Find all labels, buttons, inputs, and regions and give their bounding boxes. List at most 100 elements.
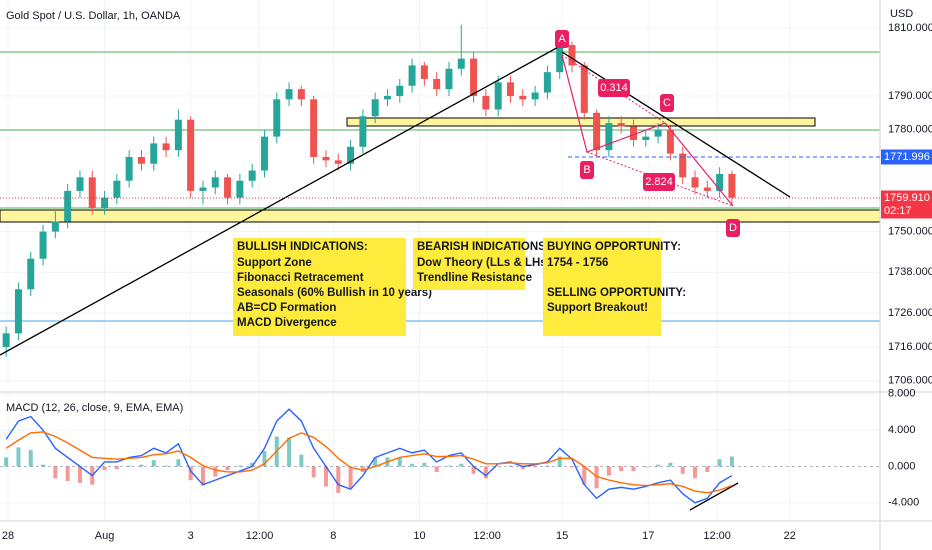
candle-body xyxy=(580,65,588,113)
macd-histogram-bar xyxy=(471,466,476,474)
macd-histogram-bar xyxy=(28,450,33,467)
candle-body xyxy=(310,99,318,157)
ratio-box xyxy=(598,79,630,97)
macd-histogram-bar xyxy=(114,466,119,470)
candle-body xyxy=(543,72,551,93)
candle-body xyxy=(679,153,687,178)
macd-histogram-bar xyxy=(619,466,624,472)
y-tick-label: 1738.000 xyxy=(888,266,932,278)
currency: USD xyxy=(890,8,913,20)
candle-body xyxy=(162,143,170,151)
candle-body xyxy=(371,99,379,117)
candle-body xyxy=(629,126,637,141)
note-line: AB=CD Formation xyxy=(237,302,336,314)
macd-histogram-bar xyxy=(237,465,242,467)
macd-histogram-bar xyxy=(422,462,427,467)
macd-histogram-bar xyxy=(692,466,697,479)
x-tick-label: 8 xyxy=(330,530,336,542)
macd-histogram-bar xyxy=(668,462,673,467)
candle-body xyxy=(64,190,72,222)
chart-title: Gold Spot / U.S. Dollar, 1h, OANDA xyxy=(6,10,181,22)
candle-body xyxy=(260,136,268,171)
pattern-label: C xyxy=(663,97,671,109)
macd-tick-label: 8.000 xyxy=(888,388,916,400)
macd-tick-label: 0.000 xyxy=(888,460,916,472)
macd-histogram-bar xyxy=(569,466,574,468)
macd-histogram-bar xyxy=(53,466,58,479)
resistance-zone xyxy=(346,117,816,127)
macd-histogram-bar xyxy=(127,465,132,467)
x-tick-label: 28 xyxy=(2,530,14,542)
countdown: 02:17 xyxy=(884,205,912,217)
macd-histogram-bar xyxy=(631,466,636,472)
candle-body xyxy=(531,92,539,100)
y-tick-label: 1726.000 xyxy=(888,307,932,319)
x-tick-label: 15 xyxy=(556,530,568,542)
x-tick-label: 12:00 xyxy=(246,530,274,542)
price-label-box xyxy=(881,190,932,219)
macd-histogram-bar xyxy=(533,466,538,468)
signal-line xyxy=(5,431,733,494)
candle-body xyxy=(359,116,367,147)
candle-body xyxy=(568,45,576,66)
macd-histogram-bar xyxy=(151,460,156,467)
y-tick-label: 1706.000 xyxy=(888,375,932,387)
candle-body xyxy=(691,177,699,188)
note-line: SELLING OPPORTUNITY: xyxy=(547,287,686,299)
candle-body xyxy=(396,85,404,96)
y-tick-label: 1750.000 xyxy=(888,226,932,238)
note-title: BUYING OPPORTUNITY: xyxy=(547,241,681,253)
candle-body xyxy=(666,129,674,154)
macd-histogram-bar xyxy=(483,466,488,479)
macd-histogram-bar xyxy=(188,466,193,481)
candle-body xyxy=(506,82,514,96)
candle-body xyxy=(187,119,195,191)
note-title: BEARISH INDICATIONS: xyxy=(417,241,550,253)
macd-histogram-bar xyxy=(200,466,205,486)
macd-histogram-bar xyxy=(717,459,722,467)
x-tick-label: 12:00 xyxy=(473,530,501,542)
price-label: 1771.996 xyxy=(884,151,930,163)
macd-histogram-bar xyxy=(139,464,144,467)
note-box xyxy=(233,238,406,336)
macd-histogram-bar xyxy=(656,464,661,467)
candle-body xyxy=(51,221,59,232)
macd-histogram-bar xyxy=(434,466,439,472)
macd-histogram-bar xyxy=(545,465,550,467)
macd-histogram-bar xyxy=(508,465,513,467)
candle-body xyxy=(420,65,428,79)
candle-body xyxy=(125,156,133,181)
candle-body xyxy=(482,95,490,110)
note-box xyxy=(543,238,661,336)
trendline xyxy=(0,44,563,356)
candle-body xyxy=(76,177,84,191)
macd-histogram-bar xyxy=(680,466,685,474)
macd-histogram-bar xyxy=(446,465,451,467)
y-tick-label: 1716.000 xyxy=(888,341,932,353)
macd-histogram-bar xyxy=(336,466,341,493)
candle-body xyxy=(703,187,711,191)
candle-body xyxy=(408,65,416,86)
macd-histogram-bar xyxy=(102,466,107,471)
macd-trendline xyxy=(689,482,739,511)
ratio-label: 0.314 xyxy=(600,82,628,94)
candle-body xyxy=(556,45,564,73)
candle-body xyxy=(113,180,121,198)
macd-histogram-bar xyxy=(250,462,255,467)
x-tick-label: 17 xyxy=(642,530,654,542)
x-tick-label: 12:00 xyxy=(703,530,731,542)
y-tick-label: 1790.000 xyxy=(888,90,932,102)
macd-histogram-bar xyxy=(225,466,230,471)
pattern-label-box xyxy=(660,94,674,112)
pattern-label: A xyxy=(558,33,566,45)
note-box xyxy=(413,238,525,290)
pattern-label-box xyxy=(580,161,594,179)
candle-body xyxy=(347,146,355,164)
candle-body xyxy=(334,160,342,164)
candle-body xyxy=(27,258,35,290)
macd-histogram-bar xyxy=(299,454,304,467)
macd-histogram-bar xyxy=(643,466,648,468)
candle-body xyxy=(383,95,391,100)
y-tick-label: 1780.000 xyxy=(888,124,932,136)
candle-body xyxy=(322,156,330,161)
